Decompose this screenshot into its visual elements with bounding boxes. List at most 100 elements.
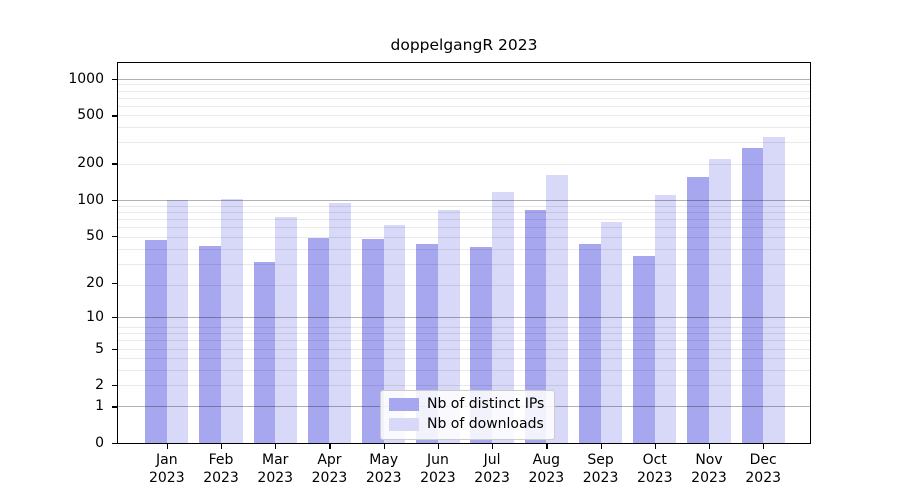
- minor-gridline: [118, 205, 810, 207]
- minor-gridline: [118, 236, 810, 238]
- legend: Nb of distinct IPs Nb of downloads: [380, 390, 556, 440]
- y-tick-mark: [112, 163, 117, 165]
- y-tick-mark: [112, 406, 117, 408]
- minor-gridline: [118, 263, 810, 265]
- y-tick-label: 10: [86, 308, 104, 325]
- y-tick-label: 200: [77, 155, 104, 172]
- major-gridline: [118, 199, 810, 201]
- x-tick-label-feb: Feb 2023: [203, 452, 239, 486]
- x-tick-mark: [654, 444, 656, 449]
- y-tick-mark: [112, 199, 117, 201]
- minor-gridline: [118, 105, 810, 107]
- bar-distinct-ips-apr: [307, 237, 330, 443]
- legend-item-distinct-ips: Nb of distinct IPs: [389, 397, 544, 412]
- bar-downloads-jan: [166, 199, 189, 443]
- y-tick-label: 5: [95, 340, 104, 357]
- minor-gridline: [118, 219, 810, 221]
- minor-gridline: [118, 333, 810, 335]
- x-tick-label-mar: Mar 2023: [257, 452, 294, 486]
- x-tick-mark: [275, 444, 277, 449]
- minor-gridline: [118, 248, 810, 250]
- minor-gridline: [118, 115, 810, 117]
- minor-gridline: [118, 127, 810, 129]
- x-tick-label-jan: Jan 2023: [148, 452, 185, 486]
- minor-gridline: [118, 285, 810, 287]
- y-tick-label: 500: [77, 107, 104, 124]
- bar-downloads-mar: [275, 216, 297, 443]
- legend-swatch-downloads: [389, 418, 419, 431]
- y-tick-mark: [112, 385, 117, 387]
- x-tick-mark: [546, 444, 548, 449]
- bar-downloads-feb: [221, 199, 243, 443]
- legend-label-distinct-ips: Nb of distinct IPs: [427, 396, 545, 412]
- bar-downloads-dec: [763, 137, 785, 443]
- plot-area: [117, 62, 811, 444]
- y-tick-mark: [112, 78, 117, 81]
- minor-gridline: [118, 327, 810, 329]
- y-tick-mark: [112, 282, 117, 284]
- x-tick-mark: [329, 444, 331, 449]
- x-tick-label-aug: Aug 2023: [528, 452, 565, 486]
- bar-downloads-jul: [492, 192, 514, 443]
- minor-gridline: [118, 227, 810, 229]
- legend-swatch-distinct-ips: [389, 398, 419, 411]
- y-tick-mark: [112, 348, 117, 350]
- x-tick-label-apr: Apr 2023: [311, 452, 348, 486]
- bar-distinct-ips-sep: [578, 243, 601, 443]
- x-tick-label-may: May 2023: [365, 452, 402, 486]
- minor-gridline: [118, 369, 810, 371]
- bar-distinct-ips-oct: [633, 255, 655, 443]
- y-tick-label: 0: [95, 435, 104, 451]
- x-tick-mark: [437, 444, 440, 449]
- x-tick-label-sep: Sep 2023: [582, 452, 619, 486]
- minor-gridline: [118, 340, 810, 342]
- chart-title: doppelgangR 2023: [390, 36, 538, 54]
- y-tick-mark: [112, 443, 117, 445]
- bar-distinct-ips-aug: [524, 210, 547, 443]
- bar-downloads-aug: [546, 174, 569, 443]
- x-tick-mark: [492, 444, 494, 449]
- x-tick-mark: [708, 444, 711, 449]
- y-tick-label: 100: [77, 191, 104, 208]
- bar-downloads-may: [383, 224, 406, 443]
- y-tick-label: 1: [95, 398, 104, 415]
- legend-label-downloads: Nb of downloads: [427, 416, 544, 432]
- bar-distinct-ips-jan: [145, 240, 167, 443]
- legend-item-downloads: Nb of downloads: [389, 417, 544, 432]
- bar-downloads-oct: [654, 194, 677, 443]
- x-tick-mark: [383, 444, 385, 449]
- minor-gridline: [118, 385, 810, 387]
- major-gridline: [118, 316, 810, 318]
- bar-downloads-nov: [708, 158, 731, 443]
- y-tick-label: 50: [86, 227, 104, 244]
- x-tick-label-jul: Jul 2023: [474, 452, 510, 486]
- major-gridline: [118, 78, 810, 80]
- bar-downloads-apr: [329, 202, 352, 443]
- x-tick-mark: [166, 444, 168, 449]
- bar-distinct-ips-may: [361, 238, 384, 443]
- minor-gridline: [118, 348, 810, 350]
- x-tick-label-jun: Jun 2023: [420, 452, 456, 486]
- bar-downloads-sep: [600, 222, 623, 443]
- y-tick-label: 1000: [68, 70, 104, 87]
- x-tick-label-oct: Oct 2023: [636, 452, 673, 486]
- x-tick-label-dec: Dec 2023: [745, 452, 782, 486]
- minor-gridline: [118, 97, 810, 99]
- y-tick-label: 2: [95, 377, 104, 394]
- y-tick-mark: [112, 316, 117, 318]
- x-tick-mark: [221, 444, 223, 449]
- minor-gridline: [118, 163, 810, 165]
- bar-distinct-ips-mar: [253, 262, 276, 443]
- y-tick-label: 20: [86, 274, 104, 291]
- bars-layer: [118, 63, 810, 443]
- x-tick-mark: [600, 444, 602, 449]
- bar-distinct-ips-nov: [687, 177, 709, 443]
- bar-distinct-ips-feb: [199, 246, 222, 443]
- minor-gridline: [118, 142, 810, 144]
- x-tick-label-nov: Nov 2023: [691, 452, 727, 486]
- minor-gridline: [118, 90, 810, 92]
- x-tick-mark: [763, 444, 765, 449]
- minor-gridline: [118, 358, 810, 360]
